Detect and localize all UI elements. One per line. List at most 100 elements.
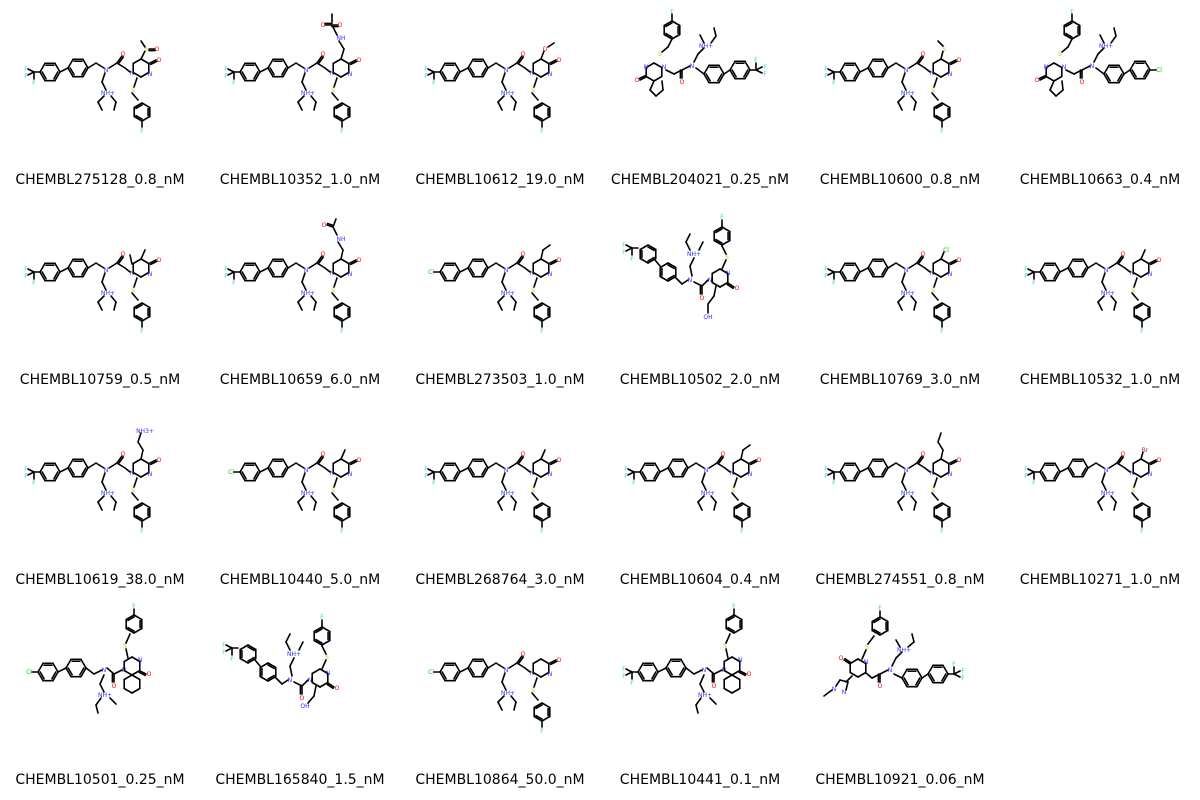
atom-label: N <box>704 467 709 474</box>
atom-label: S <box>325 654 329 661</box>
atom-label: F <box>624 473 628 480</box>
atom-label: F <box>1024 273 1028 280</box>
atom-label: F <box>670 9 674 16</box>
molecule-cell: F S N O N O N NH+ F F F CHEMBL204021_0.25_nM <box>600 0 800 200</box>
atom-label: N <box>948 271 953 278</box>
atom-label: O <box>321 251 326 258</box>
atom-label: NH+ <box>701 490 715 497</box>
atom-label: N <box>930 70 935 77</box>
atom-label: O <box>357 257 362 264</box>
atom-label: O <box>521 451 526 458</box>
molecule-label: CHEMBL10759_0.5_nM <box>19 372 181 388</box>
atom-label: F <box>1070 9 1074 16</box>
atom-label: F <box>540 128 544 135</box>
atom-label: F <box>432 80 436 87</box>
atom-label: N <box>530 670 535 677</box>
molecule-label: CHEMBL274551_0.8_nM <box>815 572 985 588</box>
atom-label: N <box>102 667 107 674</box>
atom-label: F <box>32 80 36 87</box>
atom-label: F <box>222 649 226 656</box>
atom-label: NH+ <box>501 290 515 297</box>
atom-label: F <box>952 661 956 668</box>
atom-label: N <box>930 470 935 477</box>
molecule-label: CHEMBL10501_0.25_nM <box>15 772 185 788</box>
atom-label: F <box>224 66 228 73</box>
atom-label: S <box>1131 487 1135 494</box>
atom-label: O <box>1080 79 1085 86</box>
atom-label: N <box>690 63 695 70</box>
atom-label: NH+ <box>287 651 301 658</box>
atom-label: S <box>865 644 869 651</box>
atom-label: N <box>348 271 353 278</box>
atom-label: F <box>340 528 344 535</box>
molecule-label: CHEMBL165840_1.5_nM <box>215 772 385 788</box>
molecule-label: CHEMBL10619_38.0_nM <box>15 572 185 588</box>
atom-label: N <box>1130 470 1135 477</box>
molecule-cell: F F F N O NH+ N N O S F NH S O O CHEMBL10352_1.0_nM <box>200 0 400 200</box>
molecule-label: CHEMBL10271_1.0_nM <box>1019 572 1181 588</box>
atom-label: S <box>731 487 735 494</box>
atom-label: F <box>224 273 228 280</box>
atom-label: N <box>504 467 509 474</box>
atom-label: Br <box>1142 447 1149 454</box>
atom-label: F <box>32 280 36 287</box>
atom-label: O <box>1157 457 1162 464</box>
atom-label: F <box>1024 466 1028 473</box>
atom-label: N <box>644 64 649 71</box>
atom-label: F <box>824 266 828 273</box>
atom-label: NH+ <box>1099 43 1113 50</box>
atom-label: F <box>230 656 234 663</box>
atom-label: N <box>1090 63 1095 70</box>
atom-label: F <box>630 680 634 687</box>
atom-label: F <box>720 214 724 221</box>
atom-label: S <box>123 643 127 650</box>
atom-label: O <box>680 79 685 86</box>
atom-label: O <box>121 451 126 458</box>
atom-label: N <box>948 71 953 78</box>
atom-label: O <box>338 22 343 29</box>
atom-label: N <box>930 270 935 277</box>
molecule-cell: F F F N O NH+ N N O S F Cl CHEMBL10769_3.0_nM <box>800 200 1000 400</box>
atom-label: N <box>104 267 109 274</box>
molecule-cell: F F F N O NH+ N N O S F NH3+ CHEMBL10619_38.0_nM <box>0 400 200 600</box>
atom-label: NH+ <box>501 490 515 497</box>
atom-label: N <box>904 67 909 74</box>
atom-label: NH+ <box>901 490 915 497</box>
atom-label: F <box>24 273 28 280</box>
atom-label: NH+ <box>1101 490 1115 497</box>
atom-label: Cl <box>26 669 32 676</box>
atom-label: O <box>357 57 362 64</box>
atom-label: O <box>735 285 740 292</box>
atom-label: O <box>521 251 526 258</box>
atom-label: NH <box>337 236 346 243</box>
atom-label: F <box>432 480 436 487</box>
atom-label: N <box>548 471 553 478</box>
atom-label: F <box>1032 280 1036 287</box>
atom-label: N <box>548 271 553 278</box>
atom-label: F <box>622 249 626 256</box>
atom-label: O <box>700 295 705 302</box>
atom-label: S <box>131 287 135 294</box>
atom-label: O <box>747 671 752 678</box>
atom-label: N <box>832 686 837 693</box>
atom-label: F <box>763 64 767 71</box>
molecule-label: CHEMBL10532_1.0_nM <box>1019 372 1181 388</box>
atom-label: N <box>530 270 535 277</box>
atom-label: F <box>740 528 744 535</box>
atom-label: S <box>531 487 535 494</box>
atom-label: S <box>658 51 662 58</box>
molecule-cell: F F F N O NH+ N N O S F CHEMBL268764_3.0_nM <box>400 400 600 600</box>
atom-label: F <box>140 528 144 535</box>
atom-label: O <box>1157 257 1162 264</box>
atom-label: O <box>557 57 562 64</box>
atom-label: NH+ <box>901 290 915 297</box>
atom-label: NH+ <box>301 90 315 97</box>
